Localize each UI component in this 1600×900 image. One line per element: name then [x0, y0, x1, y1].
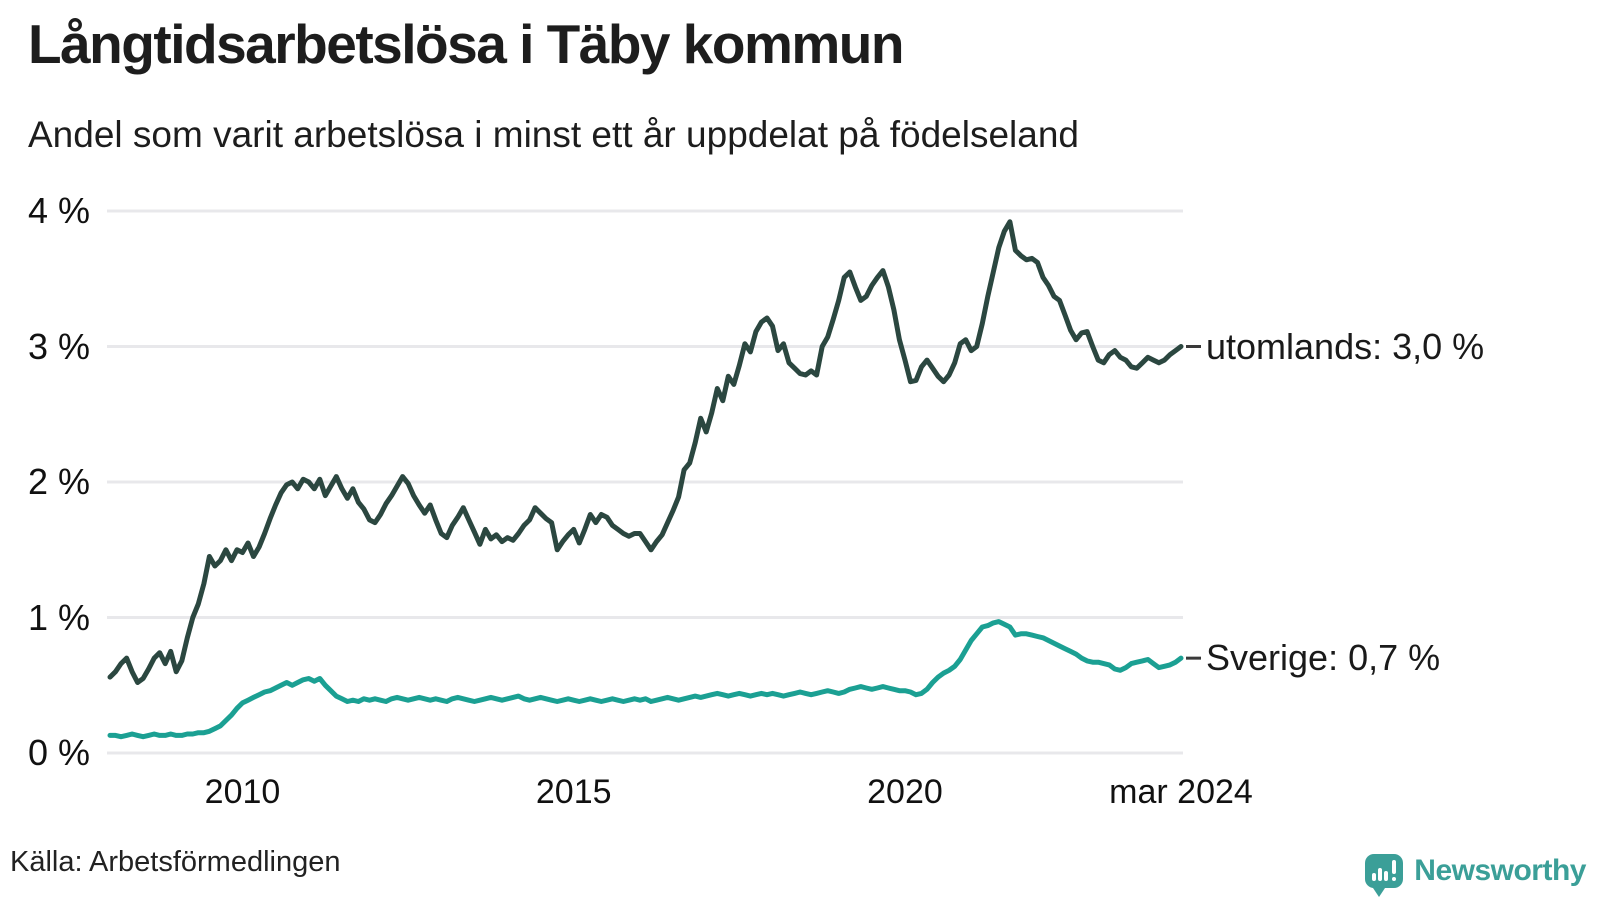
newsworthy-logo-icon — [1365, 854, 1404, 897]
newsworthy-branding: Newsworthy — [1365, 846, 1586, 897]
x-tick-label: 2010 — [204, 773, 281, 811]
logo-exclamation-icon — [1392, 860, 1397, 874]
x-tick-label: 2020 — [867, 773, 943, 811]
x-tick-label: mar 2024 — [1109, 773, 1253, 811]
logo-bar-icon — [1372, 873, 1377, 881]
newsworthy-wordmark: Newsworthy — [1414, 854, 1586, 887]
y-tick-label: 1 % — [27, 596, 90, 638]
y-tick-label: 2 % — [27, 461, 90, 502]
y-tick-label: 3 % — [27, 325, 90, 367]
source-note: Källa: Arbetsförmedlingen — [10, 846, 341, 878]
page-title: Långtidsarbetslösa i Täby kommun — [28, 13, 904, 75]
series-label-sverige: Sverige: 0,7 % — [1206, 637, 1441, 679]
series-label-utomlands: utomlands: 3,0 % — [1206, 325, 1485, 367]
logo-exclamation-dot-icon — [1392, 877, 1397, 881]
speech-bubble-tail — [1371, 885, 1388, 897]
x-tick-label: 2015 — [535, 773, 612, 811]
logo-bar-icon — [1378, 868, 1383, 881]
line-utomlands — [107, 219, 1184, 685]
y-tick-label: 4 % — [27, 190, 90, 231]
y-tick-label: 0 % — [27, 732, 90, 773]
logo-bar-icon — [1384, 871, 1389, 881]
line-sverige — [107, 619, 1184, 740]
page-subtitle: Andel som varit arbetslösa i minst ett å… — [28, 114, 1079, 155]
